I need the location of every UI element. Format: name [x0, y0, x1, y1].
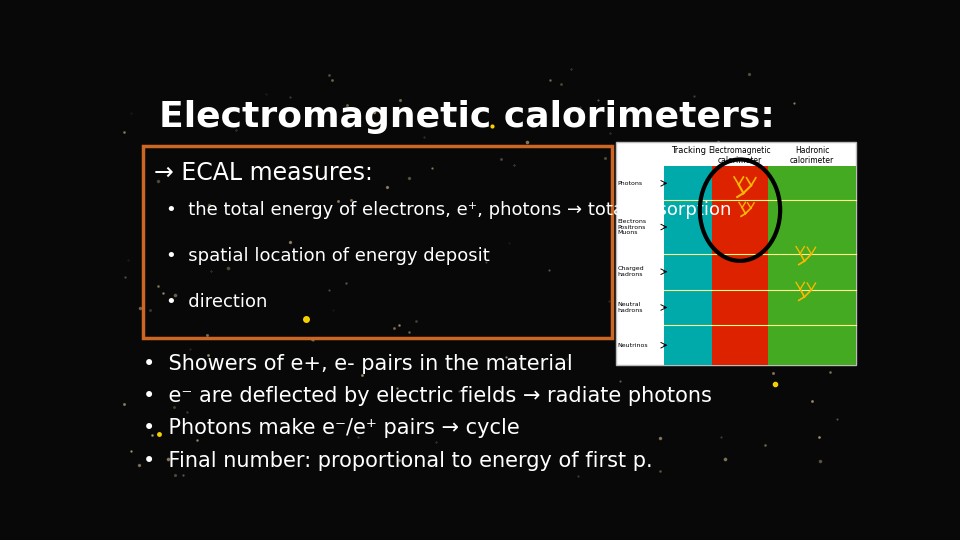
Text: Electromagnetic calorimeters:: Electromagnetic calorimeters: — [158, 100, 775, 134]
Text: •  e⁻ are deflected by electric fields → radiate photons: • e⁻ are deflected by electric fields → … — [143, 386, 712, 406]
Bar — [616, 142, 856, 365]
Text: Hadronic
calorimeter: Hadronic calorimeter — [790, 146, 834, 165]
Text: → ECAL measures:: → ECAL measures: — [155, 161, 373, 185]
Text: Tracking: Tracking — [671, 146, 706, 154]
Text: Neutral
hadrons: Neutral hadrons — [617, 302, 643, 313]
Bar — [768, 166, 856, 365]
Bar — [143, 146, 612, 338]
Bar — [664, 166, 712, 365]
Text: Charged
hadrons: Charged hadrons — [617, 266, 644, 277]
Text: •  spatial location of energy deposit: • spatial location of energy deposit — [166, 247, 491, 265]
Text: •  Photons make e⁻/e⁺ pairs → cycle: • Photons make e⁻/e⁺ pairs → cycle — [143, 418, 520, 438]
Text: •  Showers of e+, e- pairs in the material: • Showers of e+, e- pairs in the materia… — [143, 354, 573, 374]
Text: Electrons
Positrons
Muons: Electrons Positrons Muons — [617, 219, 647, 235]
Text: Neutrinos: Neutrinos — [617, 343, 648, 348]
Text: •  the total energy of electrons, e⁺, photons → total absorption: • the total energy of electrons, e⁺, pho… — [166, 201, 732, 219]
Text: Electromagnetic
calorimeter: Electromagnetic calorimeter — [708, 146, 771, 165]
Text: Photons: Photons — [617, 181, 642, 186]
Text: •  Final number: proportional to energy of first p.: • Final number: proportional to energy o… — [143, 450, 653, 470]
Bar — [712, 166, 768, 365]
Text: •  direction: • direction — [166, 294, 268, 312]
